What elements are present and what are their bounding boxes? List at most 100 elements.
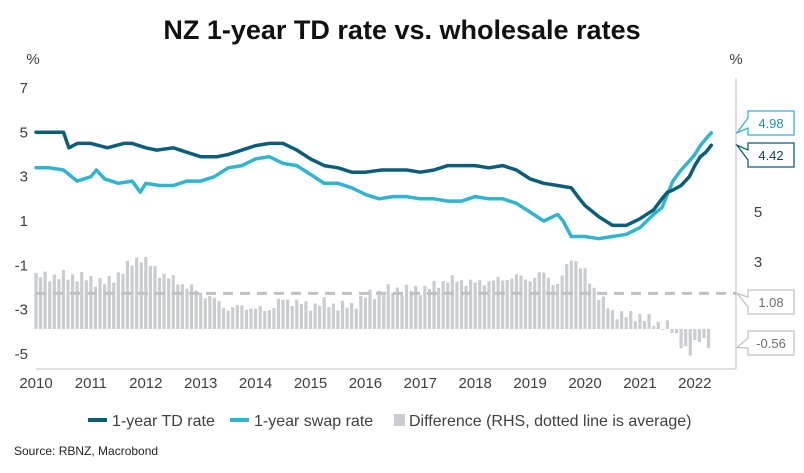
difference-bar [400, 294, 404, 329]
difference-bar [171, 275, 175, 329]
difference-bar [478, 279, 482, 329]
left-axis-unit: % [26, 51, 39, 68]
swap-rate-line [34, 131, 714, 241]
difference-bar [418, 295, 422, 329]
difference-bar [354, 308, 358, 329]
difference-bar [345, 307, 349, 329]
difference-bar [263, 311, 267, 329]
difference-bar [665, 320, 669, 329]
difference-bar [199, 292, 203, 329]
difference-bar [157, 277, 162, 329]
difference-bar [455, 281, 459, 329]
difference-bar [565, 263, 569, 329]
difference-bar [464, 286, 468, 329]
difference-bar [272, 308, 276, 329]
difference-bar [615, 319, 619, 329]
x-tick-label: 2021 [623, 375, 656, 392]
legend-label-td: 1-year TD rate [112, 413, 215, 430]
difference-bar [98, 278, 102, 329]
callout-box [735, 330, 795, 356]
difference-bar [93, 286, 98, 329]
difference-bar [688, 329, 692, 356]
difference-bar [555, 283, 560, 329]
difference-bar [363, 297, 368, 329]
difference-bar [240, 305, 244, 329]
difference-bar [638, 313, 642, 329]
callout-box [735, 110, 795, 136]
callout-label: -0.56 [756, 336, 786, 351]
left-tick-label: 7 [20, 80, 28, 97]
difference-bar [629, 310, 633, 329]
difference-bar [52, 274, 56, 329]
left-tick-label: 3 [20, 169, 28, 186]
difference-bar [656, 321, 660, 329]
difference-bar [185, 288, 189, 329]
x-tick-label: 2017 [404, 375, 437, 392]
difference-bar [254, 308, 258, 329]
difference-bar [313, 303, 317, 329]
legend-label-difference: Difference (RHS, dotted line is average) [409, 413, 692, 430]
difference-bar [652, 325, 656, 329]
difference-bar [487, 281, 491, 329]
difference-bar [350, 302, 354, 329]
difference-bar [473, 282, 477, 329]
difference-bar [153, 265, 157, 329]
difference-bar [331, 303, 335, 329]
right-axis-unit: % [729, 51, 742, 68]
left-axis-ticks: 7 5 3 1 -1 -3 -5 [15, 80, 28, 363]
right-tick-label: 5 [754, 204, 762, 221]
difference-bar [295, 299, 299, 329]
difference-bar [578, 268, 583, 329]
x-tick-label: 2010 [19, 375, 52, 392]
left-tick-label: 1 [20, 213, 28, 230]
difference-bar [208, 295, 212, 329]
end-value-callouts: 4.98 4.42 1.08 -0.56 [735, 110, 795, 356]
difference-bar [80, 271, 84, 329]
source-note: Source: RBNZ, Macrobond [14, 444, 158, 458]
difference-bar [217, 301, 221, 329]
difference-bar [336, 310, 340, 329]
difference-bar [276, 298, 281, 329]
difference-bar [231, 307, 235, 329]
difference-bar [519, 275, 523, 329]
difference-bar [135, 257, 139, 329]
x-tick-label: 2019 [513, 375, 546, 392]
difference-bar [706, 329, 711, 348]
difference-bar [66, 279, 70, 329]
difference-bar [235, 304, 239, 329]
difference-bar [624, 317, 628, 329]
difference-bar [290, 306, 294, 329]
x-axis-ticks: 2010 2011 2012 2013 2014 2015 2016 2017 2018 2019… [19, 375, 711, 392]
difference-bar [116, 272, 120, 329]
difference-bar [441, 281, 445, 329]
x-tick-label: 2018 [459, 375, 492, 392]
callout-label: 4.42 [758, 148, 783, 163]
difference-bar [48, 281, 52, 329]
x-tick-label: 2013 [184, 375, 217, 392]
difference-bar [244, 309, 249, 329]
difference-bar [377, 290, 381, 329]
difference-bar [318, 305, 322, 329]
difference-bar [281, 299, 285, 329]
difference-bar [542, 272, 546, 329]
x-tick-label: 2016 [349, 375, 382, 392]
difference-bar [674, 329, 679, 334]
difference-bar [130, 265, 134, 329]
difference-bar [523, 279, 528, 329]
difference-bar [647, 314, 651, 329]
legend-swatch-difference [394, 414, 405, 426]
difference-bar [139, 262, 143, 329]
difference-bar [583, 268, 587, 329]
difference-bar [610, 310, 615, 329]
difference-bar [112, 282, 116, 329]
difference-bar [34, 272, 38, 329]
difference-bar [75, 281, 79, 329]
difference-bar [286, 299, 290, 329]
difference-bar [592, 287, 596, 329]
difference-bars [34, 256, 711, 356]
x-tick-label: 2022 [678, 375, 711, 392]
left-tick-label: 5 [20, 124, 28, 141]
difference-bar [194, 290, 198, 329]
difference-bar [395, 287, 400, 329]
